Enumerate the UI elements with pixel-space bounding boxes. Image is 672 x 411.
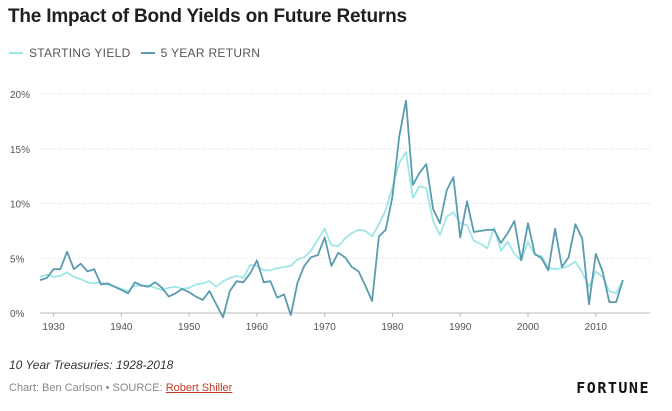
chart-title: The Impact of Bond Yields on Future Retu…	[8, 6, 407, 27]
footnote: 10 Year Treasuries: 1928-2018	[9, 358, 174, 372]
y-tick-label-5: 5%	[10, 254, 25, 265]
y-tick-label-15: 15%	[10, 145, 30, 156]
legend-item-starting-yield[interactable]: STARTING YIELD	[9, 46, 131, 60]
legend-swatch-starting-yield	[9, 52, 23, 54]
credit-line: Chart: Ben Carlson • SOURCE: Robert Shil…	[9, 382, 232, 394]
x-tick-label-1970: 1970	[314, 322, 337, 333]
series-lines	[39, 99, 624, 319]
y-axis: 0% 5% 10% 15% 20%	[10, 90, 30, 320]
legend-item-5-year-return[interactable]: 5 YEAR RETURN	[140, 46, 261, 60]
x-tick-label-1930: 1930	[42, 322, 65, 333]
x-axis: 1930 1940 1950 1960 1970 1980 1990 2000 2010	[42, 313, 607, 333]
legend-label-5-year-return: 5 YEAR RETURN	[160, 46, 261, 60]
chart-legend: STARTING YIELD 5 YEAR RETURN	[9, 46, 270, 60]
x-tick-label-1960: 1960	[246, 322, 269, 333]
series-line-starting-yield	[39, 151, 624, 295]
x-tick-label-1940: 1940	[110, 322, 133, 333]
legend-swatch-5-year-return	[140, 52, 155, 54]
x-tick-label-1990: 1990	[449, 322, 472, 333]
fortune-logo: FORTUNE	[576, 379, 650, 397]
y-tick-label-20: 20%	[10, 90, 30, 101]
x-tick-label-2010: 2010	[585, 322, 608, 333]
series-line-5-year-return	[39, 99, 624, 319]
y-tick-label-0: 0%	[10, 309, 25, 320]
legend-label-starting-yield: STARTING YIELD	[29, 46, 131, 60]
x-tick-label-2000: 2000	[517, 322, 540, 333]
grid-lines	[40, 93, 650, 314]
y-tick-label-10: 10%	[10, 200, 30, 211]
source-link[interactable]: Robert Shiller	[165, 382, 233, 394]
x-tick-label-1950: 1950	[178, 322, 201, 333]
credit-prefix: Chart: Ben Carlson • SOURCE:	[9, 382, 166, 394]
x-tick-label-1980: 1980	[381, 322, 404, 333]
